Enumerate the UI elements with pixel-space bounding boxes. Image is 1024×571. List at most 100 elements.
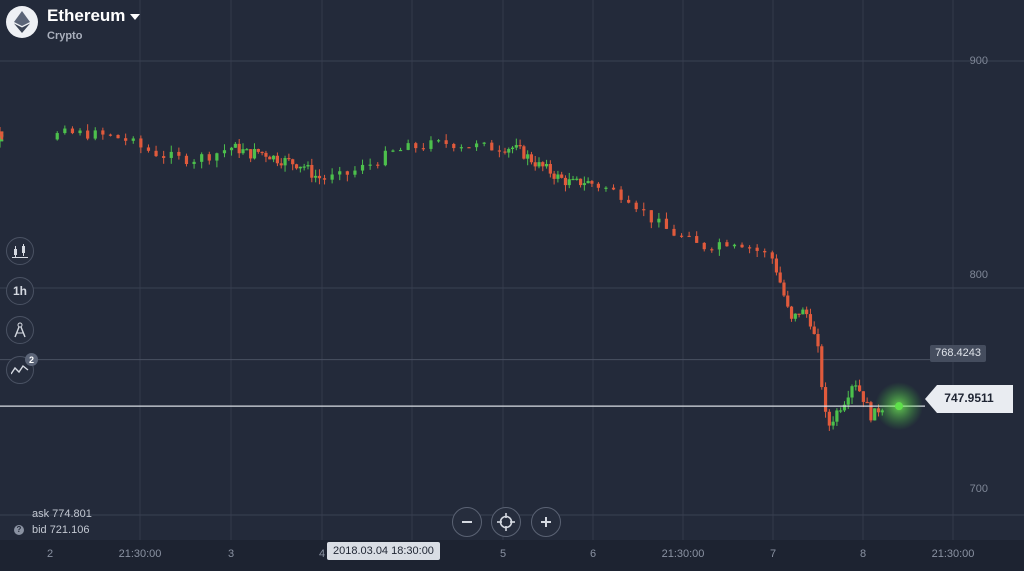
candle-up [192,161,196,165]
crosshair-icon [497,513,515,531]
candle-down [275,155,280,164]
candle-down [548,163,552,174]
candle-down [808,314,813,327]
candle-up [0,140,4,142]
indicators-button[interactable]: 2 [6,353,38,384]
candle-down [649,210,653,223]
candle-down [256,148,260,152]
x-tick-label: 8 [859,548,867,560]
zoom-out-button[interactable] [452,507,482,537]
candle-up [338,171,342,175]
candle-up [200,154,204,162]
candle-up [63,128,67,134]
candle-down [279,163,283,166]
candle-up [507,149,511,153]
candle-down [763,250,767,253]
candle-down [237,143,241,154]
candle-down [533,162,537,167]
candle-down [162,156,166,158]
candle-down [869,402,873,421]
candle-up [306,164,310,167]
candle-up [732,244,737,247]
center-chart-button[interactable] [491,507,521,537]
candle-up [93,130,97,139]
candle-up [839,410,843,412]
candle-down [139,138,143,148]
candle-down [154,150,158,157]
candle-up [604,187,608,189]
chart-type-button[interactable] [6,237,34,265]
candle-up [391,150,395,152]
candle-up [482,142,486,144]
candle-up [459,147,463,149]
plus-icon [541,517,551,527]
candle-down [541,162,545,167]
candle-down [857,385,862,392]
candle-down [529,154,534,163]
candle-down [376,164,380,166]
candle-down [345,171,349,175]
candle-down [497,150,501,152]
candle-down [452,143,456,149]
x-tick-label: 21:30:00 [661,548,705,560]
candle-up [846,397,850,405]
candle-up [383,150,387,166]
candle-up [537,162,541,167]
candle-up [835,410,839,422]
candle-down [518,145,522,147]
zoom-in-button[interactable] [531,507,561,537]
candle-down [805,309,809,315]
candle-down [789,306,794,319]
candle-down [490,142,494,151]
candle-down [740,244,744,248]
candle-down [664,218,669,229]
candle-down [287,158,291,160]
ask-value: 774.801 [52,508,92,520]
candle-up [215,153,219,161]
candle-up [55,133,59,140]
candle-down [679,235,684,237]
x-tick-label: 21:30:00 [118,548,162,560]
x-tick-label: 21:30:00 [931,548,975,560]
candle-down [786,295,790,307]
candle-down [827,411,831,426]
candle-up [526,154,530,159]
quote-panel: ask 774.801 ? bid 721.106 [14,506,92,538]
x-tick-label: 5 [499,548,507,560]
candle-down [108,134,113,136]
asset-selector[interactable]: Ethereum [47,6,141,26]
candle-down [207,154,211,161]
ethereum-icon [6,6,38,38]
crosshair-time-tag: 2018.03.04 18:30:00 [327,542,440,560]
candle-down [101,130,105,135]
candle-up [582,183,586,186]
candle-down [619,189,623,200]
candle-down [695,236,699,243]
candlesticks [0,124,884,431]
timeframe-label: 1h [12,284,27,298]
candle-up [271,155,276,160]
timeframe-button[interactable]: 1h [6,277,34,305]
candle-down [820,346,824,388]
drawing-tools-button[interactable] [6,316,34,344]
candle-up [717,242,721,250]
candle-down [687,235,691,238]
candle-down [552,173,556,179]
candle-up [544,163,549,167]
candlestick-icon [12,244,28,258]
candle-down [710,249,714,251]
y-tick-label: 900 [969,55,988,67]
candle-down [782,282,786,296]
minus-icon [462,521,472,523]
x-tick-label: 3 [227,548,235,560]
candle-down [177,151,181,156]
candle-down [596,183,600,188]
x-tick-label: 6 [589,548,597,560]
reference-price-tag: 768.4243 [930,345,986,362]
help-icon[interactable]: ? [14,525,24,535]
candle-up [169,151,173,158]
candle-down [86,130,90,139]
candle-up [850,386,854,398]
candle-down [249,149,253,159]
